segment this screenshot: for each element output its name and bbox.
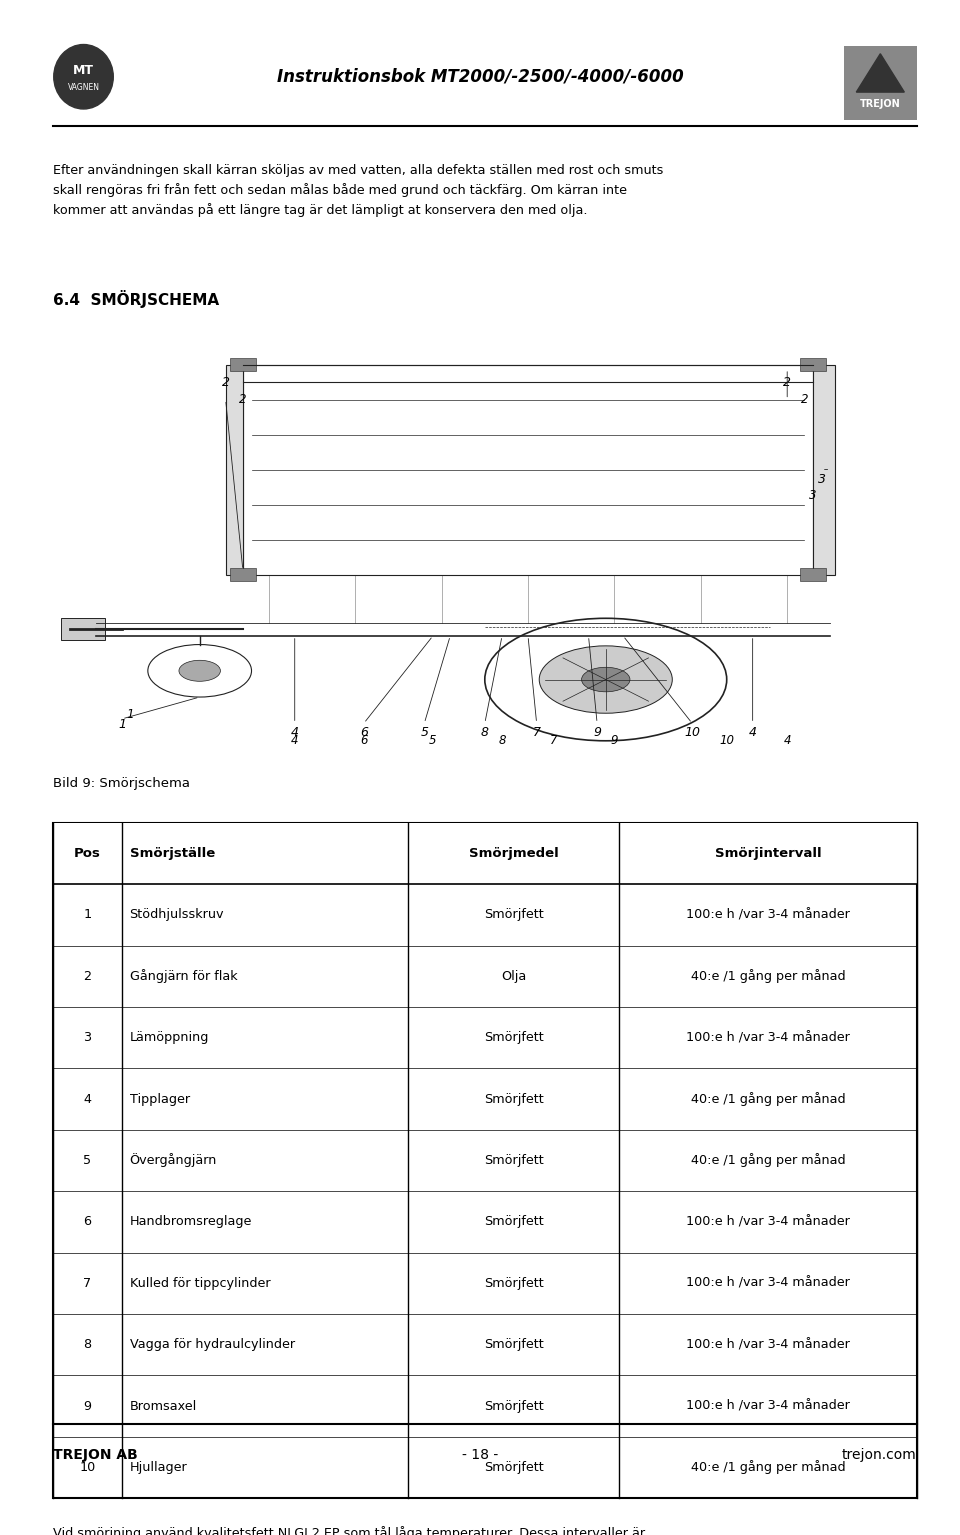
- Text: 6: 6: [360, 726, 368, 740]
- Text: Smörjintervall: Smörjintervall: [714, 847, 822, 860]
- Text: 7: 7: [550, 734, 558, 748]
- Text: Hjullager: Hjullager: [130, 1461, 187, 1474]
- Text: 100:e h /var 3-4 månader: 100:e h /var 3-4 månader: [686, 1339, 850, 1351]
- Text: 6: 6: [84, 1216, 91, 1228]
- Text: Smörjfett: Smörjfett: [484, 1339, 543, 1351]
- Text: 4: 4: [749, 726, 756, 740]
- Text: 1: 1: [118, 718, 126, 731]
- Text: Smörjfett: Smörjfett: [484, 1400, 543, 1412]
- Text: 9: 9: [84, 1400, 91, 1412]
- Text: - 18 -: - 18 -: [462, 1448, 498, 1463]
- Text: 40:e /1 gång per månad: 40:e /1 gång per månad: [690, 1460, 846, 1475]
- Text: Smörjfett: Smörjfett: [484, 1461, 543, 1474]
- Text: 2: 2: [783, 376, 791, 390]
- Text: Lämöppning: Lämöppning: [130, 1032, 209, 1044]
- Text: Gångjärn för flak: Gångjärn för flak: [130, 969, 237, 984]
- Text: 7: 7: [84, 1277, 91, 1289]
- Polygon shape: [856, 54, 904, 92]
- Text: Kulled för tippcylinder: Kulled för tippcylinder: [130, 1277, 270, 1289]
- Text: Smörjfett: Smörjfett: [484, 1154, 543, 1167]
- Text: Smörjmedel: Smörjmedel: [468, 847, 559, 860]
- Text: 4: 4: [291, 734, 299, 748]
- Text: 5: 5: [84, 1154, 91, 1167]
- Text: 100:e h /var 3-4 månader: 100:e h /var 3-4 månader: [686, 1277, 850, 1289]
- Text: 100:e h /var 3-4 månader: 100:e h /var 3-4 månader: [686, 1400, 850, 1412]
- Text: Olja: Olja: [501, 970, 526, 982]
- Text: 3: 3: [84, 1032, 91, 1044]
- Text: 1: 1: [84, 909, 91, 921]
- Text: 8: 8: [84, 1339, 91, 1351]
- Bar: [800, 358, 826, 371]
- Text: 8: 8: [481, 726, 489, 740]
- Text: Smörjfett: Smörjfett: [484, 1277, 543, 1289]
- Ellipse shape: [54, 45, 113, 109]
- Text: Vid smörjning använd kvalitetsfett NLGI 2 EP som tål låga temperaturer. Dessa in: Vid smörjning använd kvalitetsfett NLGI …: [53, 1526, 645, 1535]
- Text: Bromsaxel: Bromsaxel: [130, 1400, 197, 1412]
- Text: 8: 8: [498, 734, 506, 748]
- Text: 10: 10: [684, 726, 700, 740]
- Text: Smörjfett: Smörjfett: [484, 1032, 543, 1044]
- Text: Övergångjärn: Övergångjärn: [130, 1153, 217, 1168]
- Text: 100:e h /var 3-4 månader: 100:e h /var 3-4 månader: [686, 1216, 850, 1228]
- Text: 5: 5: [420, 726, 428, 740]
- Text: 2: 2: [801, 393, 808, 407]
- Text: 2: 2: [222, 376, 229, 390]
- Text: 40:e /1 gång per månad: 40:e /1 gång per månad: [690, 1091, 846, 1107]
- Text: 1: 1: [127, 708, 134, 721]
- Text: 9: 9: [611, 734, 618, 748]
- Text: Pos: Pos: [74, 847, 101, 860]
- Circle shape: [179, 660, 221, 682]
- Text: 4: 4: [84, 1093, 91, 1105]
- Text: 5: 5: [429, 734, 437, 748]
- Text: trejon.com: trejon.com: [842, 1448, 917, 1463]
- Text: 40:e /1 gång per månad: 40:e /1 gång per månad: [690, 969, 846, 984]
- FancyBboxPatch shape: [243, 364, 813, 574]
- Text: Smörjfett: Smörjfett: [484, 1093, 543, 1105]
- Text: 10: 10: [80, 1461, 95, 1474]
- Text: Tipplager: Tipplager: [130, 1093, 190, 1105]
- Circle shape: [582, 668, 630, 692]
- Text: TREJON AB: TREJON AB: [53, 1448, 137, 1463]
- Text: Stödhjulsskruv: Stödhjulsskruv: [130, 909, 224, 921]
- Circle shape: [485, 619, 727, 741]
- Text: Smörjställe: Smörjställe: [130, 847, 215, 860]
- Text: 4: 4: [291, 726, 299, 740]
- Text: Smörjfett: Smörjfett: [484, 1216, 543, 1228]
- Circle shape: [148, 645, 252, 697]
- Text: Efter användningen skall kärran sköljas av med vatten, alla defekta ställen med : Efter användningen skall kärran sköljas …: [53, 164, 663, 218]
- Text: 3: 3: [818, 473, 826, 485]
- Text: 40:e /1 gång per månad: 40:e /1 gång per månad: [690, 1153, 846, 1168]
- Text: 4: 4: [783, 734, 791, 748]
- Bar: [226, 364, 243, 574]
- Text: 100:e h /var 3-4 månader: 100:e h /var 3-4 månader: [686, 1032, 850, 1044]
- Text: Instruktionsbok MT2000/-2500/-4000/-6000: Instruktionsbok MT2000/-2500/-4000/-6000: [276, 68, 684, 86]
- Bar: [813, 364, 835, 574]
- FancyBboxPatch shape: [844, 46, 917, 120]
- Bar: [800, 568, 826, 582]
- Text: 2: 2: [239, 393, 247, 407]
- Text: 2: 2: [84, 970, 91, 982]
- Bar: [230, 568, 255, 582]
- Text: 9: 9: [593, 726, 601, 740]
- Text: MT: MT: [73, 64, 94, 77]
- Circle shape: [540, 646, 672, 714]
- Text: 10: 10: [719, 734, 734, 748]
- Text: 3: 3: [809, 490, 817, 502]
- Bar: [61, 619, 105, 640]
- Text: 6.4  SMÖRJSCHEMA: 6.4 SMÖRJSCHEMA: [53, 290, 219, 309]
- Text: Bild 9: Smörjschema: Bild 9: Smörjschema: [53, 777, 190, 789]
- Bar: [53, 823, 917, 1498]
- Text: TREJON: TREJON: [860, 100, 900, 109]
- Bar: [53, 823, 917, 884]
- Text: VAGNEN: VAGNEN: [67, 83, 100, 92]
- Text: Handbromsreglage: Handbromsreglage: [130, 1216, 252, 1228]
- Bar: [230, 358, 255, 371]
- Text: Vagga för hydraulcylinder: Vagga för hydraulcylinder: [130, 1339, 295, 1351]
- Text: 7: 7: [533, 726, 540, 740]
- Text: 6: 6: [360, 734, 368, 748]
- Text: 100:e h /var 3-4 månader: 100:e h /var 3-4 månader: [686, 909, 850, 921]
- Text: Smörjfett: Smörjfett: [484, 909, 543, 921]
